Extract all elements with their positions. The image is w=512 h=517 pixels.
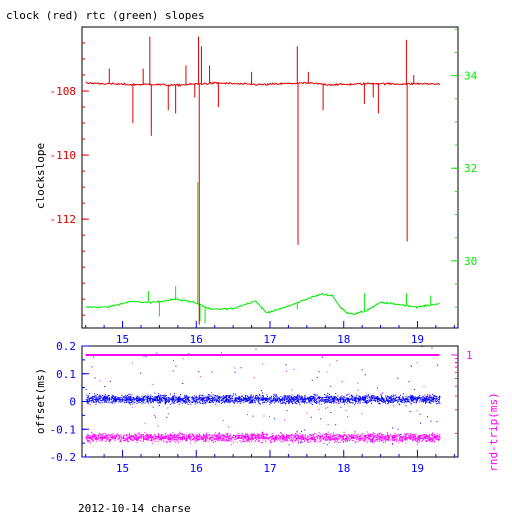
lower-y2-tick-label: 1: [466, 349, 473, 362]
upper-y-tick-label: -110: [50, 149, 77, 162]
offset-points: [85, 346, 441, 446]
upper-y2-tick-label: 34: [464, 70, 478, 83]
upper-y2-tick-label: 30: [464, 255, 477, 268]
upper-x-tick-labels: 15 16 17 18 19: [116, 333, 424, 346]
lower-y-tick-label: 0.1: [56, 368, 76, 381]
lower-x-tick-labels: 15 16 17 18 19: [116, 462, 424, 475]
clock-series-line: [85, 81, 441, 88]
lower-axis-ticks: [82, 345, 458, 458]
rtc-series-line: [85, 293, 440, 316]
upper-y-tick-label: -108: [50, 85, 77, 98]
lower-series-group: [85, 346, 441, 446]
lower-y-tick-labels: 0.2 0.1 0 -0.1 -0.2: [50, 340, 77, 464]
upper-plot-frame: [81, 26, 459, 329]
upper-y-tick-label: -112: [50, 213, 77, 226]
upper-y2-tick-label: 32: [464, 162, 477, 175]
upper-y2-tick-labels: 34 32 30: [464, 70, 478, 268]
upper-series-group: [85, 36, 441, 325]
lower-x-tick-label: 16: [190, 462, 203, 475]
upper-x-tick-label: 15: [116, 333, 129, 346]
upper-x-tick-label: 18: [337, 333, 350, 346]
lower-x-tick-label: 17: [263, 462, 276, 475]
upper-x-tick-label: 19: [411, 333, 424, 346]
upper-y-tick-labels: -108 -110 -112: [50, 85, 77, 226]
lower-y-tick-label: 0.2: [56, 340, 76, 353]
chart-title: clock (red) rtc (green) slopes: [6, 9, 205, 22]
lower-y2-tick-labels: 1: [466, 349, 473, 362]
lower-y-tick-label: 0: [69, 396, 76, 409]
lower-y-axis-label: offset(ms): [34, 368, 47, 434]
lower-y-tick-label: -0.2: [50, 451, 77, 464]
chart-footer: 2012-10-14 charse: [78, 502, 191, 512]
lower-x-tick-label: 15: [116, 462, 129, 475]
upper-y-axis-label: clockslope: [34, 143, 47, 209]
lower-y2-axis-label: rnd-trip(ms): [487, 392, 500, 471]
lower-x-tick-label: 19: [411, 462, 424, 475]
upper-x-tick-label: 16: [190, 333, 203, 346]
lower-y-tick-label: -0.1: [50, 423, 77, 436]
lower-x-tick-label: 18: [337, 462, 350, 475]
rndtrip-lower-band-points: [85, 352, 441, 446]
upper-axis-ticks: [82, 28, 458, 328]
upper-x-tick-label: 17: [263, 333, 276, 346]
